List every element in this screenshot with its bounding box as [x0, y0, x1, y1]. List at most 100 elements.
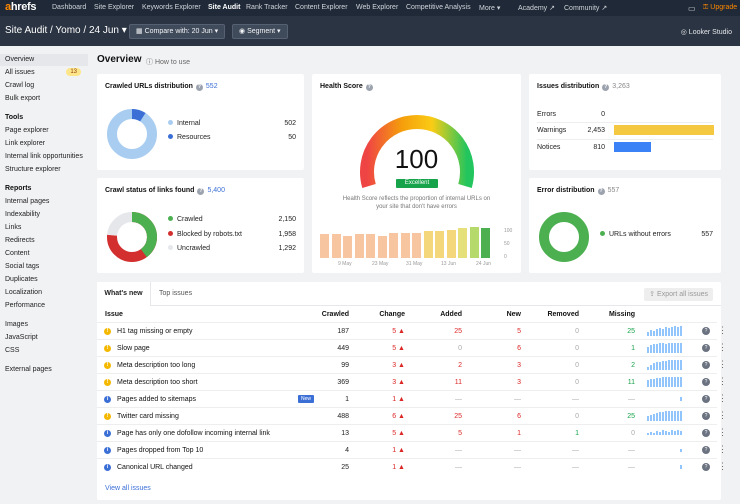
- cell-added[interactable]: 25: [454, 413, 462, 420]
- view-all-issues-link[interactable]: View all issues: [105, 485, 151, 492]
- col-header-removed[interactable]: Removed: [547, 311, 579, 318]
- cell-removed[interactable]: 0: [575, 379, 579, 386]
- sidebar-item-external-pages[interactable]: External pages: [5, 366, 52, 373]
- table-row[interactable]: ! Meta description too short 369 3 ▲ 11 3 0 11?…: [97, 373, 727, 390]
- history-bar[interactable]: [331, 234, 341, 258]
- cell-new[interactable]: 5: [517, 328, 521, 335]
- cell-missing[interactable]: 25: [627, 413, 635, 420]
- cell-missing[interactable]: 2: [631, 362, 635, 369]
- table-row[interactable]: i Pages dropped from Top 10 4 1 ▲ — — — —? ⋮: [97, 441, 727, 458]
- cell-crawled[interactable]: 187: [337, 328, 349, 335]
- nav-rank-tracker[interactable]: Rank Tracker: [246, 4, 288, 11]
- help-icon[interactable]: ?: [702, 361, 710, 369]
- col-header-issue[interactable]: Issue: [105, 311, 123, 318]
- issue-name[interactable]: Meta description too short: [117, 379, 198, 386]
- row-menu-icon[interactable]: ⋮: [718, 461, 727, 471]
- cell-crawled[interactable]: 488: [337, 413, 349, 420]
- sidebar-item-javascript[interactable]: JavaScript: [5, 334, 38, 341]
- row-menu-icon[interactable]: ⋮: [718, 393, 727, 403]
- table-row[interactable]: ! Slow page 449 5 ▲ 0 6 0 1? ⋮: [97, 339, 727, 356]
- cell-missing[interactable]: 11: [627, 379, 635, 386]
- help-icon[interactable]: ?: [702, 446, 710, 454]
- value-errors[interactable]: 0: [601, 111, 605, 118]
- sidebar-item-internal-pages[interactable]: Internal pages: [5, 198, 50, 205]
- history-bar[interactable]: [400, 233, 410, 258]
- issue-name[interactable]: Page has only one dofollow incoming inte…: [117, 430, 270, 437]
- label-notices[interactable]: Notices: [537, 144, 561, 151]
- cell-removed[interactable]: —: [572, 447, 579, 454]
- cell-missing[interactable]: 0: [631, 430, 635, 437]
- table-row[interactable]: ! H1 tag missing or empty 187 5 ▲ 25 5 0 25? ⋮: [97, 322, 727, 339]
- col-header-added[interactable]: Added: [440, 311, 462, 318]
- cell-missing[interactable]: 1: [631, 345, 635, 352]
- cell-added[interactable]: —: [455, 464, 462, 471]
- issue-name[interactable]: Pages dropped from Top 10: [117, 447, 204, 454]
- col-header-new[interactable]: New: [506, 311, 521, 318]
- help-icon[interactable]: ?: [702, 327, 710, 335]
- row-menu-icon[interactable]: ⋮: [718, 342, 727, 352]
- monitor-icon[interactable]: ▭: [688, 4, 696, 13]
- cell-missing[interactable]: 25: [627, 328, 635, 335]
- col-header-missing[interactable]: Missing: [608, 311, 635, 318]
- sidebar-item-internal-link-opportunities[interactable]: Internal link opportunities: [5, 153, 83, 160]
- row-menu-icon[interactable]: ⋮: [718, 427, 727, 437]
- nav-more[interactable]: More ▾: [479, 5, 501, 12]
- sidebar-item-css[interactable]: CSS: [5, 347, 20, 354]
- cell-new[interactable]: 3: [517, 362, 521, 369]
- value-warnings[interactable]: 2,453: [587, 127, 605, 134]
- nav-content-explorer[interactable]: Content Explorer: [295, 4, 348, 11]
- cell-new[interactable]: 3: [517, 379, 521, 386]
- sidebar-item-images[interactable]: Images: [5, 321, 28, 328]
- history-bar[interactable]: [458, 228, 467, 258]
- history-bar[interactable]: [354, 234, 364, 258]
- cell-new[interactable]: —: [514, 447, 521, 454]
- label-warnings[interactable]: Warnings: [537, 127, 567, 134]
- history-bar[interactable]: [343, 236, 352, 258]
- cell-removed[interactable]: 0: [575, 413, 579, 420]
- crawled-urls-count[interactable]: 552: [205, 83, 218, 90]
- tab-whats-new[interactable]: What's new: [97, 282, 151, 306]
- sidebar-item-structure-explorer[interactable]: Structure explorer: [5, 166, 61, 173]
- help-icon[interactable]: ?: [702, 429, 710, 437]
- cell-missing[interactable]: —: [628, 447, 635, 454]
- history-bar[interactable]: [366, 234, 375, 258]
- cell-removed[interactable]: —: [572, 464, 579, 471]
- cell-new[interactable]: —: [514, 464, 521, 471]
- sidebar-item-all-issues[interactable]: All issues 13: [5, 68, 85, 76]
- cell-new[interactable]: 6: [517, 345, 521, 352]
- tab-top-issues[interactable]: Top issues: [159, 290, 193, 297]
- table-row[interactable]: ! Twitter card missing 488 6 ▲ 25 6 0 25? ⋮: [97, 407, 727, 424]
- sidebar-item-performance[interactable]: Performance: [5, 302, 46, 309]
- sidebar-item-link-explorer[interactable]: Link explorer: [5, 140, 46, 147]
- cell-added[interactable]: 11: [454, 379, 462, 386]
- crawl-status-count[interactable]: 5,400: [207, 187, 225, 194]
- issue-name[interactable]: Meta description too long: [117, 362, 196, 369]
- cell-new[interactable]: —: [514, 396, 521, 403]
- help-icon[interactable]: ?: [702, 395, 710, 403]
- history-bar[interactable]: [320, 234, 329, 258]
- cell-removed[interactable]: —: [572, 396, 579, 403]
- table-row[interactable]: i Page has only one dofollow incoming int…: [97, 424, 727, 441]
- cell-added[interactable]: —: [455, 396, 462, 403]
- nav-keywords-explorer[interactable]: Keywords Explorer: [142, 4, 201, 11]
- cell-crawled[interactable]: 99: [341, 362, 349, 369]
- cell-crawled[interactable]: 369: [337, 379, 349, 386]
- sidebar-item-localization[interactable]: Localization: [5, 289, 42, 296]
- issue-name[interactable]: Pages added to sitemaps: [117, 396, 196, 403]
- issue-name[interactable]: Canonical URL changed: [117, 464, 193, 471]
- history-bar[interactable]: [469, 227, 479, 258]
- info-icon[interactable]: ?: [195, 84, 203, 91]
- cell-added[interactable]: 0: [458, 345, 462, 352]
- breadcrumb[interactable]: Site Audit / Yomo / 24 Jun ▾: [5, 25, 127, 36]
- issue-name[interactable]: Twitter card missing: [117, 413, 179, 420]
- sidebar-item-overview[interactable]: Overview: [5, 56, 35, 63]
- help-icon[interactable]: ?: [702, 412, 710, 420]
- cell-added[interactable]: 2: [458, 362, 462, 369]
- help-icon[interactable]: ?: [702, 378, 710, 386]
- row-menu-icon[interactable]: ⋮: [718, 410, 727, 420]
- label-errors[interactable]: Errors: [537, 111, 557, 118]
- table-row[interactable]: i Canonical URL changed 25 1 ▲ — — — —? ⋮: [97, 458, 727, 475]
- nav-site-audit[interactable]: Site Audit: [208, 4, 241, 11]
- segment-dropdown[interactable]: ◉ Segment ▾: [232, 24, 288, 39]
- table-row[interactable]: ! Meta description too long 99 3 ▲ 2 3 0 2? ⋮: [97, 356, 727, 373]
